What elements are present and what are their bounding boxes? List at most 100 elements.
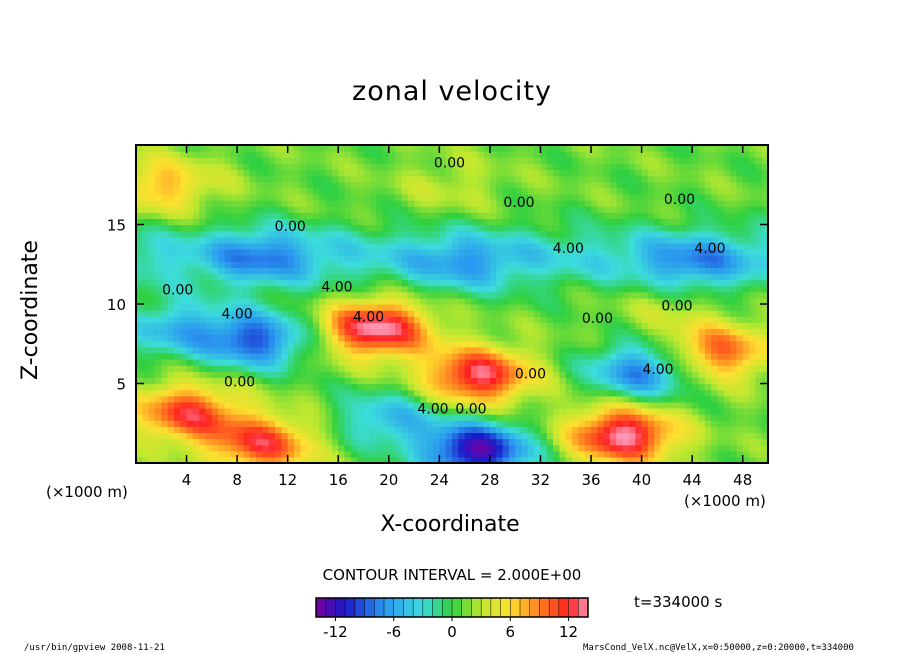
heat-cell	[344, 359, 352, 366]
heat-cell	[540, 255, 548, 262]
heat-cell	[452, 401, 459, 409]
heat-cell	[357, 304, 365, 311]
heat-cell	[312, 242, 320, 250]
heat-cell	[692, 285, 700, 293]
heat-cell	[161, 261, 169, 268]
heat-cell	[749, 267, 756, 275]
heat-cell	[477, 310, 485, 317]
heat-cell	[357, 438, 365, 446]
heat-cell	[666, 175, 674, 183]
heat-cell	[673, 230, 681, 238]
heat-cell	[199, 407, 207, 415]
heat-cell	[382, 279, 390, 287]
heat-cell	[357, 291, 365, 299]
heat-cell	[262, 450, 270, 458]
heat-cell	[224, 157, 232, 164]
heat-cell	[622, 236, 630, 244]
heat-cell	[243, 334, 251, 342]
heat-cell	[610, 218, 617, 226]
heat-cell	[439, 206, 447, 213]
heat-cell	[148, 346, 156, 354]
heat-cell	[350, 304, 358, 311]
heat-cell	[660, 444, 668, 452]
heat-cell	[603, 304, 611, 311]
heat-cell	[148, 395, 156, 403]
heat-cell	[211, 395, 219, 403]
heat-cell	[496, 291, 504, 299]
heat-cell	[154, 340, 162, 348]
heat-cell	[685, 255, 693, 262]
heat-cell	[698, 181, 706, 189]
heat-cell	[730, 407, 737, 415]
heat-cell	[635, 242, 643, 250]
heat-cell	[445, 261, 453, 268]
heat-cell	[192, 310, 200, 317]
heat-cell	[300, 359, 308, 366]
heat-cell	[294, 377, 301, 385]
heat-cell	[565, 230, 573, 238]
heat-cell	[300, 230, 308, 238]
heat-cell	[136, 291, 143, 299]
heat-cell	[685, 456, 693, 463]
heat-cell	[470, 438, 478, 446]
heat-cell	[559, 187, 567, 195]
heat-cell	[591, 193, 598, 201]
heat-cell	[521, 334, 529, 342]
heat-cell	[635, 414, 643, 421]
heat-cell	[395, 389, 403, 397]
heat-cell	[382, 242, 390, 250]
heat-cell	[458, 346, 466, 354]
heat-cell	[357, 224, 365, 232]
heat-cell	[730, 377, 737, 385]
heat-cell	[578, 218, 586, 226]
heat-cell	[496, 169, 504, 177]
heat-cell	[312, 187, 320, 195]
heat-cell	[369, 297, 377, 305]
heat-cell	[698, 163, 706, 171]
heat-cell	[553, 267, 561, 275]
heat-cell	[338, 230, 346, 238]
heat-cell	[262, 334, 270, 342]
heat-cell	[603, 316, 611, 323]
heat-cell	[742, 346, 750, 354]
heat-cell	[711, 426, 719, 434]
heat-cell	[312, 383, 320, 391]
heat-cell	[287, 181, 295, 189]
heat-cell	[338, 206, 346, 213]
heat-cell	[382, 273, 390, 281]
heat-cell	[331, 346, 339, 354]
heat-cell	[717, 316, 725, 323]
heat-cell	[382, 322, 390, 330]
heat-cell	[591, 334, 598, 342]
heat-cell	[717, 279, 725, 287]
heat-cell	[382, 377, 390, 385]
heat-cell	[559, 426, 567, 434]
heat-cell	[464, 359, 472, 366]
heat-cell	[508, 352, 516, 360]
heat-cell	[363, 407, 371, 415]
heat-cell	[243, 420, 251, 427]
heat-cell	[433, 328, 440, 336]
heat-cell	[749, 206, 756, 213]
heat-cell	[300, 346, 308, 354]
heat-cell	[685, 432, 693, 440]
heat-cell	[496, 175, 504, 183]
heat-cell	[521, 444, 529, 452]
heat-cell	[679, 420, 687, 427]
heat-cell	[382, 340, 390, 348]
heat-cell	[211, 401, 219, 409]
heat-cell	[256, 242, 263, 250]
heat-cell	[350, 163, 358, 171]
heat-cell	[628, 193, 636, 201]
heat-cell	[319, 285, 327, 293]
heat-cell	[452, 316, 459, 323]
heat-cell	[540, 395, 548, 403]
heat-cell	[407, 285, 415, 293]
heat-cell	[180, 407, 188, 415]
heat-cell	[376, 395, 384, 403]
heat-cell	[622, 322, 630, 330]
heat-cell	[711, 261, 719, 268]
heat-cell	[154, 304, 162, 311]
heat-cell	[439, 175, 447, 183]
heat-cell	[350, 371, 358, 378]
